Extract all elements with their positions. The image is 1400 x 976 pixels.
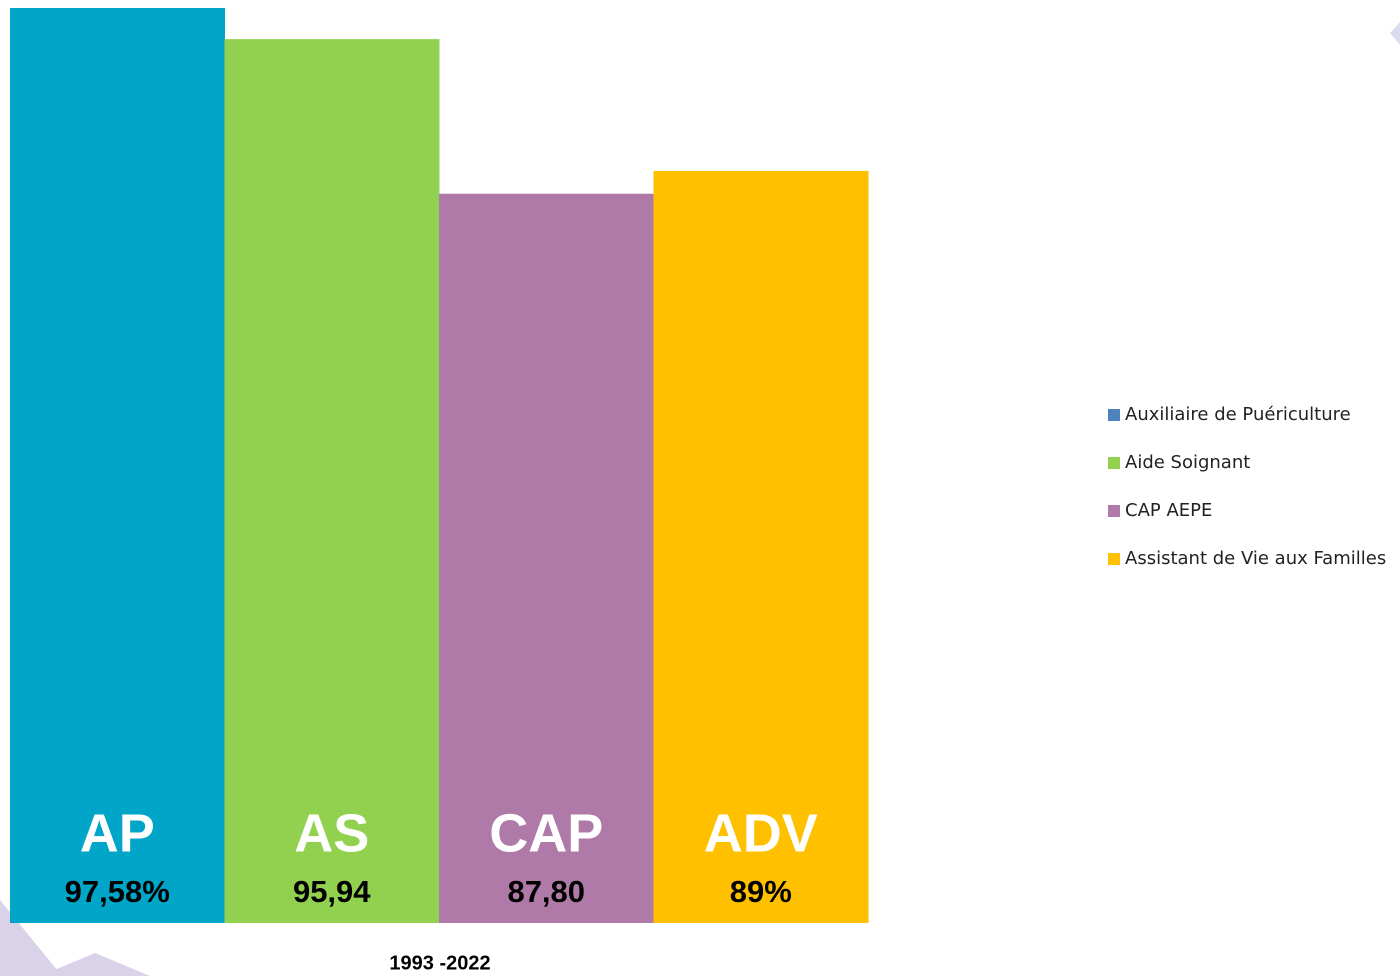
bar: [224, 39, 440, 923]
category-label: ADV: [704, 803, 818, 863]
decoration: [1390, 22, 1400, 45]
value-label: 89%: [730, 874, 792, 909]
bar: [653, 170, 869, 924]
legend-label: CAP AEPE: [1125, 500, 1212, 521]
legend-swatch: [1108, 553, 1120, 565]
decoration: [40, 953, 150, 976]
value-label: 95,94: [293, 874, 371, 909]
bar: [439, 193, 654, 923]
legend-swatch: [1108, 505, 1120, 517]
legend-swatch: [1108, 457, 1120, 469]
bar: [10, 7, 225, 923]
value-label: 87,80: [507, 874, 585, 909]
legend-swatch: [1108, 409, 1120, 421]
legend-label: Assistant de Vie aux Familles: [1125, 548, 1386, 569]
legend-label: Auxiliaire de Puériculture: [1125, 404, 1351, 425]
category-label: AP: [80, 803, 155, 863]
value-label: 97,58%: [65, 874, 170, 909]
x-axis-label: 1993 -2022: [389, 952, 490, 974]
category-label: CAP: [489, 803, 603, 863]
category-label: AS: [294, 803, 369, 863]
legend-label: Aide Soignant: [1125, 452, 1250, 473]
